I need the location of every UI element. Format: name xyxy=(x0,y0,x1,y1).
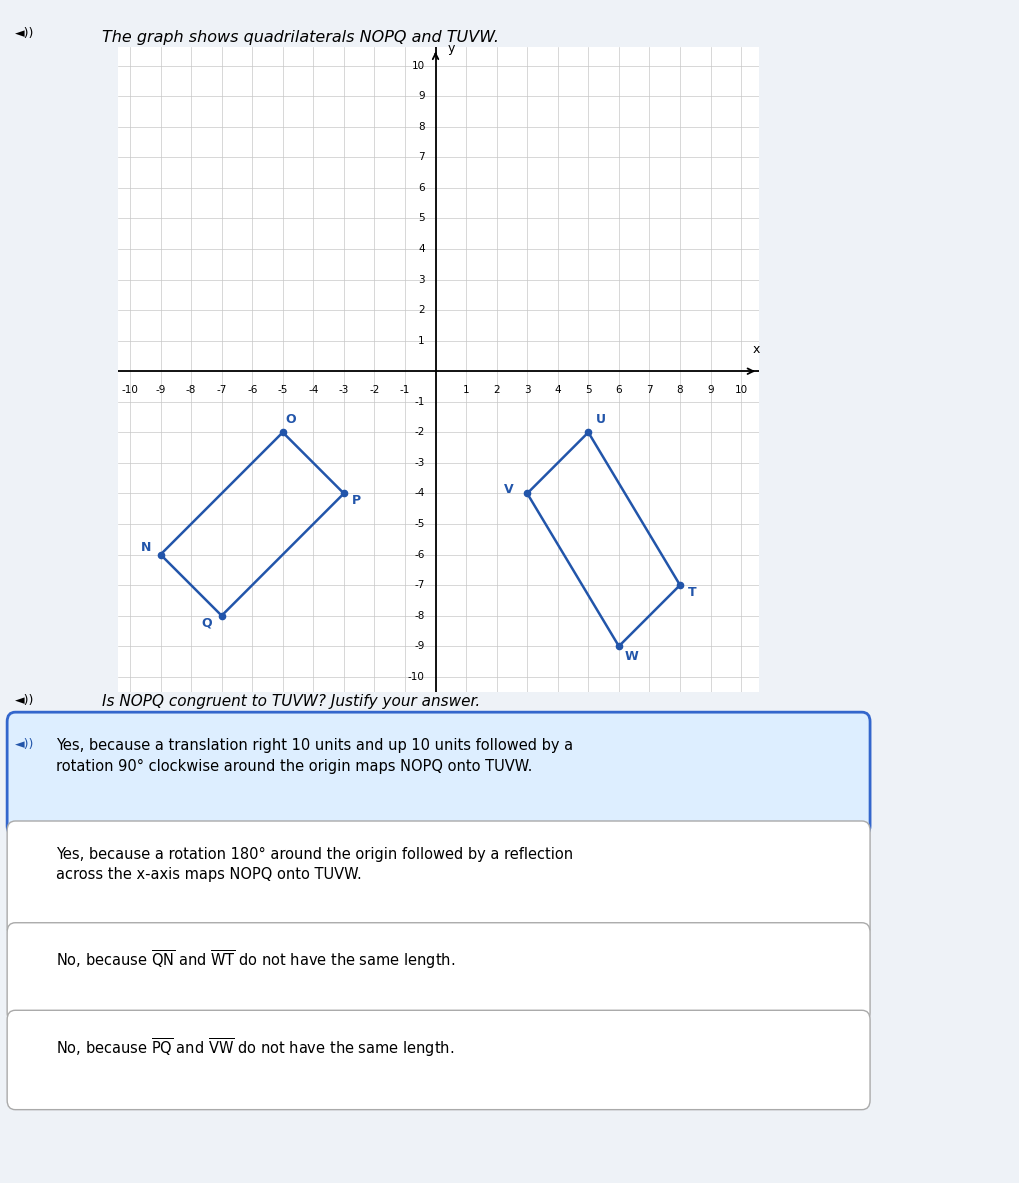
Text: -2: -2 xyxy=(414,427,425,438)
Text: 7: 7 xyxy=(418,153,425,162)
Text: -7: -7 xyxy=(414,580,425,590)
Text: The graph shows quadrilaterals NOPQ and TUVW.: The graph shows quadrilaterals NOPQ and … xyxy=(102,30,498,45)
Text: -4: -4 xyxy=(414,489,425,498)
Text: -6: -6 xyxy=(414,550,425,560)
Text: -9: -9 xyxy=(155,384,165,395)
Text: 4: 4 xyxy=(554,384,560,395)
Text: No, because $\overline{\mathrm{PQ}}$ and $\overline{\mathrm{VW}}$ do not have th: No, because $\overline{\mathrm{PQ}}$ and… xyxy=(56,1036,453,1059)
Text: 5: 5 xyxy=(585,384,591,395)
Text: U: U xyxy=(595,413,605,426)
Text: 9: 9 xyxy=(706,384,713,395)
Text: y: y xyxy=(447,41,454,54)
Text: -1: -1 xyxy=(414,396,425,407)
Text: Is NOPQ congruent to TUVW? Justify your answer.: Is NOPQ congruent to TUVW? Justify your … xyxy=(102,694,480,710)
Text: No, because $\overline{\mathrm{QN}}$ and $\overline{\mathrm{WT}}$ do not have th: No, because $\overline{\mathrm{QN}}$ and… xyxy=(56,949,454,971)
Text: -10: -10 xyxy=(408,672,425,681)
Text: ◄)): ◄)) xyxy=(15,27,35,40)
Text: -8: -8 xyxy=(185,384,196,395)
Text: -7: -7 xyxy=(216,384,226,395)
Text: 6: 6 xyxy=(418,183,425,193)
Text: 10: 10 xyxy=(734,384,747,395)
Text: -5: -5 xyxy=(414,519,425,529)
Text: 2: 2 xyxy=(493,384,499,395)
Text: -10: -10 xyxy=(121,384,139,395)
Text: 1: 1 xyxy=(418,336,425,345)
Text: Yes, because a rotation 180° around the origin followed by a reflection
across t: Yes, because a rotation 180° around the … xyxy=(56,847,573,883)
Text: -2: -2 xyxy=(369,384,379,395)
Text: 4: 4 xyxy=(418,244,425,254)
Text: -3: -3 xyxy=(414,458,425,468)
Text: -3: -3 xyxy=(338,384,348,395)
Text: 6: 6 xyxy=(614,384,622,395)
Text: ◄)): ◄)) xyxy=(15,738,35,751)
Text: P: P xyxy=(352,494,361,508)
Text: 8: 8 xyxy=(676,384,683,395)
Text: 5: 5 xyxy=(418,213,425,224)
Text: W: W xyxy=(625,649,638,662)
Text: 3: 3 xyxy=(418,274,425,285)
Text: T: T xyxy=(687,586,696,599)
Text: 8: 8 xyxy=(418,122,425,131)
Text: 3: 3 xyxy=(524,384,530,395)
Text: 7: 7 xyxy=(645,384,652,395)
Text: O: O xyxy=(285,413,297,426)
Text: 1: 1 xyxy=(463,384,469,395)
Text: -5: -5 xyxy=(277,384,287,395)
Text: V: V xyxy=(503,484,514,497)
Text: -8: -8 xyxy=(414,610,425,621)
Text: Yes, because a translation right 10 units and up 10 units followed by a
rotation: Yes, because a translation right 10 unit… xyxy=(56,738,573,774)
Text: N: N xyxy=(141,542,151,555)
Text: x: x xyxy=(752,343,759,356)
Text: ◄)): ◄)) xyxy=(15,694,35,707)
Text: -1: -1 xyxy=(399,384,410,395)
Text: 2: 2 xyxy=(418,305,425,315)
Text: 9: 9 xyxy=(418,91,425,102)
Text: -4: -4 xyxy=(308,384,318,395)
Text: -9: -9 xyxy=(414,641,425,651)
Text: 10: 10 xyxy=(412,60,425,71)
Text: Q: Q xyxy=(202,616,212,629)
Text: -6: -6 xyxy=(247,384,257,395)
